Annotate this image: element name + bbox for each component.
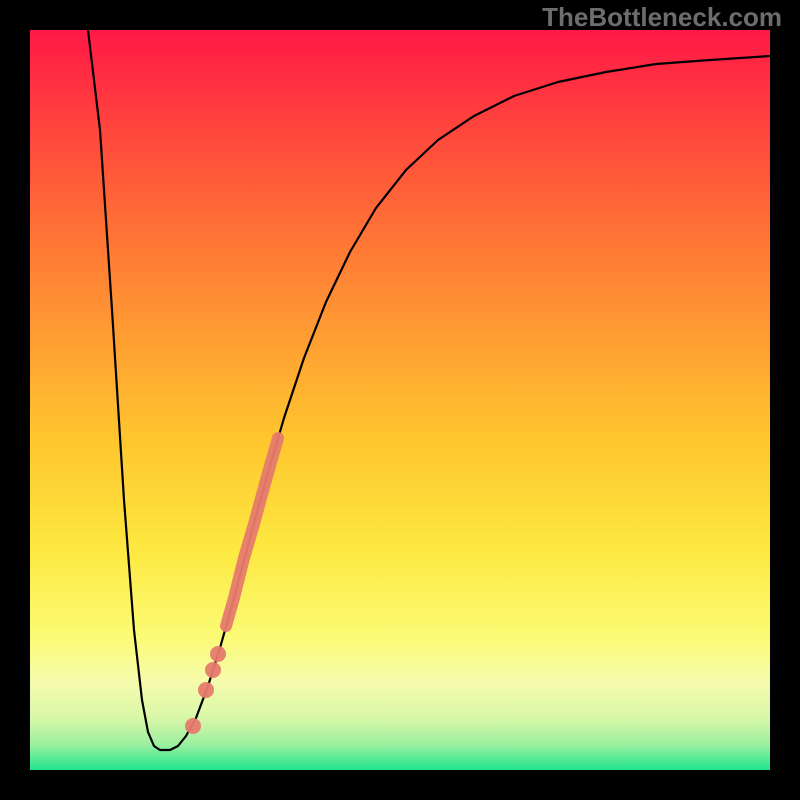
marker-dot	[205, 662, 221, 678]
frame-left	[0, 0, 30, 800]
frame-bottom	[0, 770, 800, 800]
plot-area	[30, 30, 770, 770]
highlight-segment	[226, 438, 278, 626]
marker-dot	[185, 718, 201, 734]
marker-dot	[210, 646, 226, 662]
frame-right	[770, 0, 800, 800]
chart-canvas: TheBottleneck.com	[0, 0, 800, 800]
watermark-text: TheBottleneck.com	[542, 2, 782, 33]
chart-svg	[30, 30, 770, 770]
bottleneck-curve	[88, 30, 770, 750]
marker-dot	[198, 682, 214, 698]
